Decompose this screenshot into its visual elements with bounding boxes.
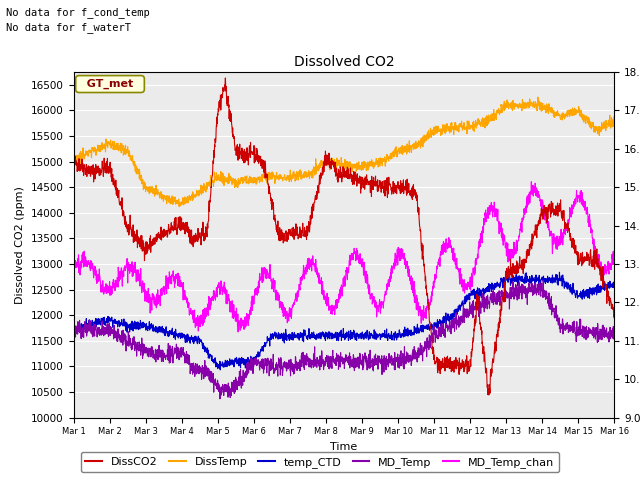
DissCO2 — [595, 266, 603, 272]
MD_Temp — [97, 332, 105, 338]
MD_Temp_chan — [70, 266, 77, 272]
MD_Temp — [70, 332, 77, 338]
MD_Temp_chan — [595, 253, 603, 259]
Text: No data for f_waterT: No data for f_waterT — [6, 22, 131, 33]
DissTemp — [534, 94, 541, 100]
temp_CTD — [556, 269, 563, 275]
DissCO2 — [70, 156, 77, 162]
MD_Temp_chan — [97, 282, 105, 288]
Line: DissTemp: DissTemp — [74, 97, 614, 206]
MD_Temp — [319, 357, 326, 363]
Line: MD_Temp_chan: MD_Temp_chan — [74, 182, 614, 332]
MD_Temp — [333, 354, 340, 360]
DissTemp — [611, 117, 618, 122]
Title: Dissolved CO2: Dissolved CO2 — [294, 56, 394, 70]
DissCO2 — [611, 315, 618, 321]
DissTemp — [319, 163, 326, 169]
MD_Temp — [595, 336, 603, 342]
MD_Temp_chan — [333, 297, 340, 302]
MD_Temp_chan — [234, 329, 242, 335]
Text: No data for f_cond_temp: No data for f_cond_temp — [6, 7, 150, 18]
DissCO2 — [496, 320, 504, 326]
temp_CTD — [595, 289, 603, 295]
MD_Temp — [611, 324, 618, 330]
MD_Temp_chan — [319, 279, 326, 285]
Legend: DissCO2, DissTemp, temp_CTD, MD_Temp, MD_Temp_chan: DissCO2, DissTemp, temp_CTD, MD_Temp, MD… — [81, 452, 559, 472]
Line: DissCO2: DissCO2 — [74, 78, 614, 395]
DissTemp — [97, 146, 105, 152]
DissCO2 — [221, 75, 229, 81]
DissCO2 — [97, 168, 105, 173]
DissCO2 — [319, 164, 326, 170]
MD_Temp — [496, 300, 504, 305]
DissCO2 — [333, 172, 340, 178]
MD_Temp — [595, 329, 603, 335]
MD_Temp — [216, 396, 224, 402]
temp_CTD — [319, 329, 326, 335]
DissTemp — [175, 204, 183, 209]
DissTemp — [70, 158, 77, 164]
Text: GT_met: GT_met — [79, 79, 141, 89]
temp_CTD — [216, 367, 224, 373]
temp_CTD — [70, 330, 77, 336]
DissCO2 — [485, 392, 493, 398]
DissTemp — [595, 132, 603, 138]
temp_CTD — [496, 285, 504, 290]
Line: MD_Temp: MD_Temp — [74, 280, 614, 399]
MD_Temp — [540, 277, 547, 283]
MD_Temp_chan — [611, 248, 618, 254]
X-axis label: Time: Time — [330, 442, 358, 452]
DissTemp — [496, 108, 504, 113]
temp_CTD — [333, 337, 340, 343]
DissTemp — [595, 128, 603, 134]
Y-axis label: Dissolved CO2 (ppm): Dissolved CO2 (ppm) — [15, 186, 26, 304]
MD_Temp_chan — [595, 252, 603, 257]
temp_CTD — [611, 284, 618, 290]
DissCO2 — [595, 263, 603, 268]
Line: temp_CTD: temp_CTD — [74, 272, 614, 370]
MD_Temp_chan — [496, 225, 504, 231]
temp_CTD — [595, 286, 603, 292]
temp_CTD — [97, 315, 105, 321]
DissTemp — [333, 155, 340, 161]
MD_Temp_chan — [527, 179, 535, 185]
